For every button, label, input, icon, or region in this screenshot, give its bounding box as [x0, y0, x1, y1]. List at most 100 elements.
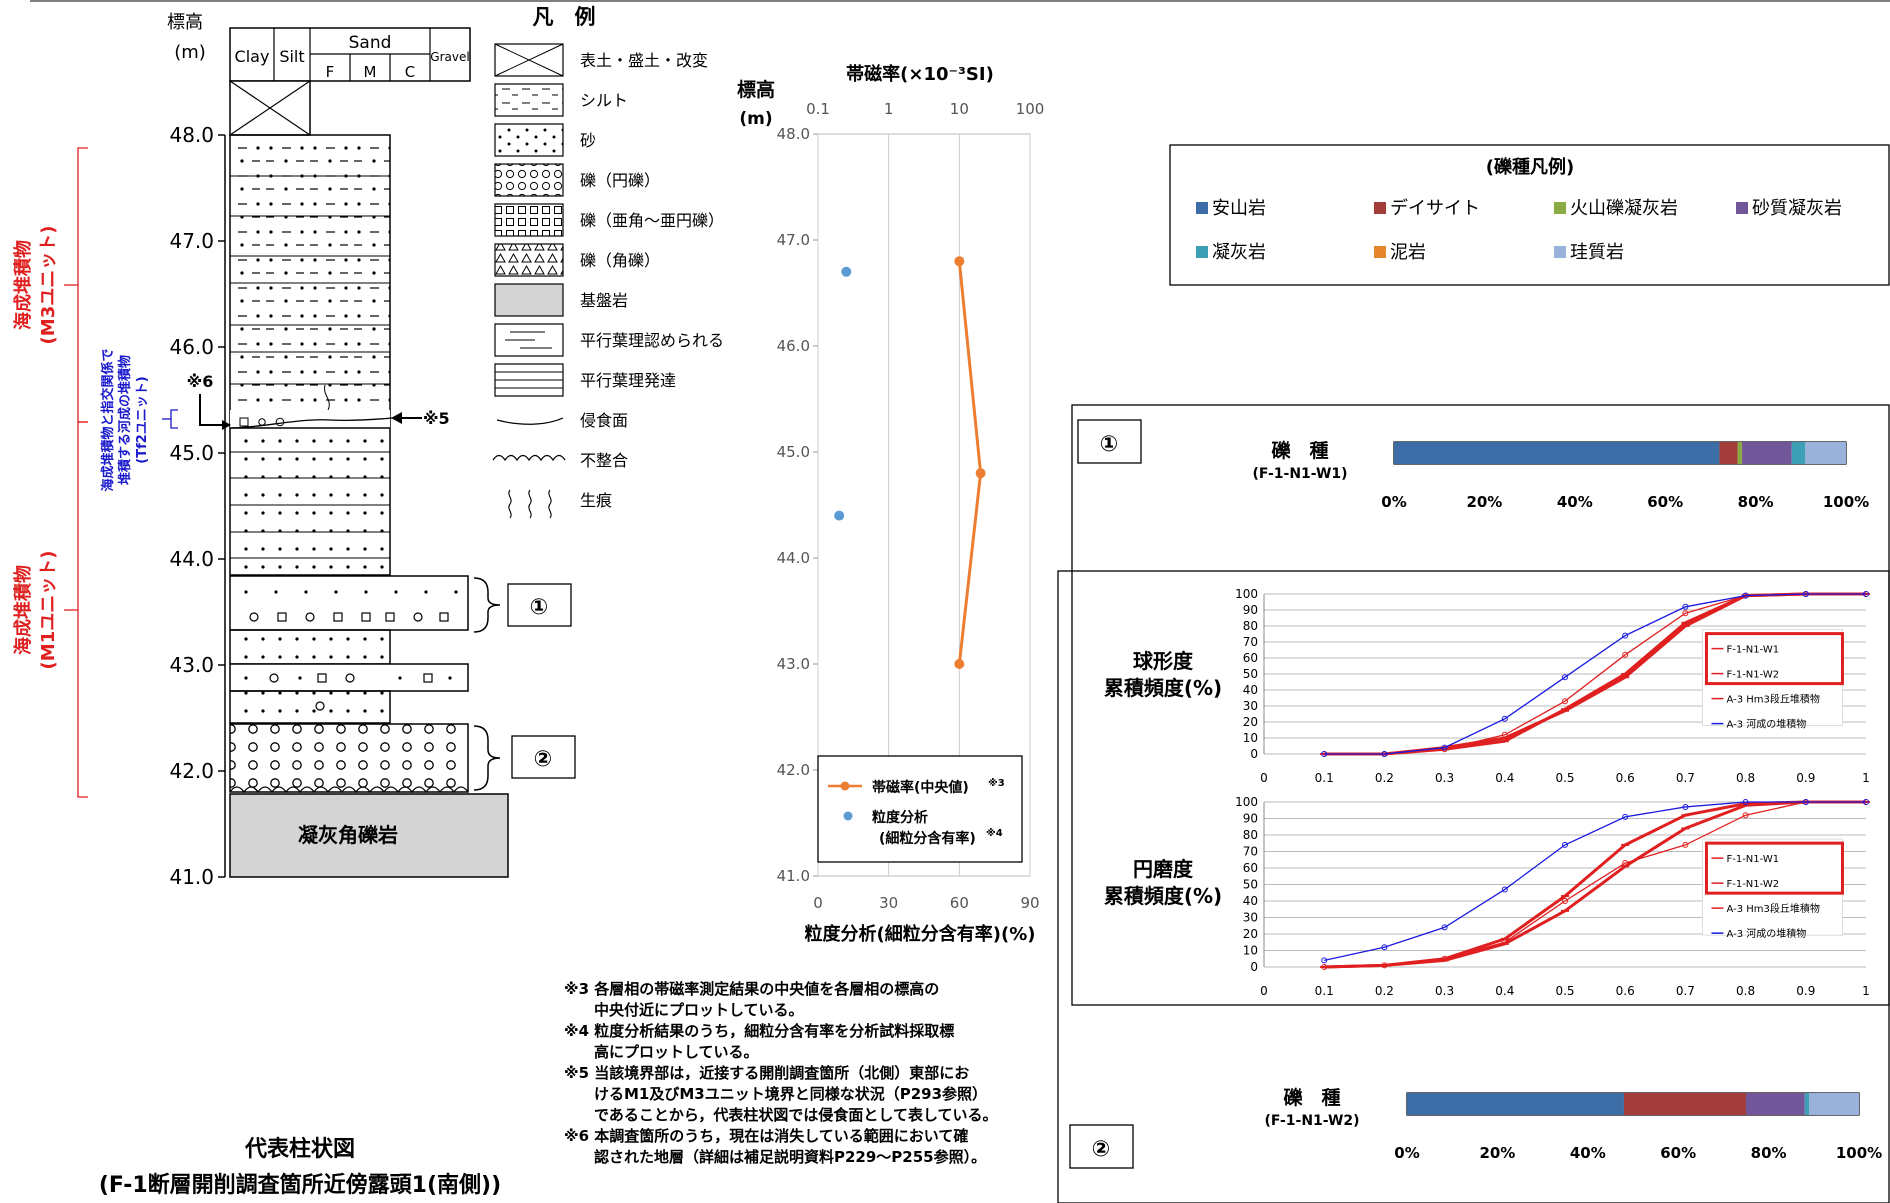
- cum-x-tick-label: 0.4: [1495, 984, 1514, 998]
- cum-legend-label: A-3 Hm3段丘堆積物: [1726, 693, 1819, 706]
- cum-legend-bg: [1701, 629, 1843, 727]
- cum-point: [1562, 698, 1568, 705]
- layer-m3-sand: [229, 134, 391, 428]
- cum-point: [1802, 591, 1809, 597]
- gravel-bar-segment: [1805, 442, 1846, 464]
- footnote-line: ※5 当該境界部は，近接する開削調査箇所（北側）東部にお: [564, 1064, 969, 1082]
- note6-arrow: [199, 394, 230, 426]
- header-c: C: [405, 63, 415, 81]
- unconformity: [229, 786, 469, 794]
- column-title-2: (F-1断層開削調査箇所近傍露頭1(南側)): [99, 1172, 501, 1198]
- footnote-line: 認された地層（詳細は補足説明資料P229～P255参照）。: [594, 1148, 986, 1166]
- legend-label: 礫（円礫）: [580, 171, 660, 190]
- m3-label-2: (M3ユニット): [38, 226, 59, 345]
- cum-point: [1381, 962, 1388, 969]
- cum-legend-label: A-3 Hm3段丘堆積物: [1726, 902, 1819, 915]
- cum-legend-label: A-3 河成の堆積物: [1726, 927, 1806, 940]
- m1-label-2: (M1ユニット): [38, 551, 59, 670]
- mag-x-tick-label: 100: [1016, 100, 1045, 118]
- mag-y-tick-label: 48.0: [777, 125, 810, 143]
- sample2-mark: ②: [534, 747, 553, 772]
- mag-point: [975, 468, 986, 479]
- elev-title: 標高: [167, 12, 203, 33]
- cum-x-tick-label: 0.3: [1435, 984, 1454, 998]
- cum-y-tick-label: 90: [1243, 603, 1258, 617]
- cum-legend-label: F-1-N1-W2: [1726, 879, 1779, 890]
- panel-2-marker: ②: [1092, 1137, 1111, 1162]
- cum-y-tick-label: 10: [1243, 944, 1258, 958]
- sample2-brace: [473, 725, 501, 791]
- mag-y-tick-label: 47.0: [777, 231, 810, 249]
- gravel-legend-swatch: [1196, 202, 1208, 214]
- grain-point: [834, 510, 845, 521]
- gravel-legend-title: (礫種凡例): [1486, 156, 1574, 178]
- layer-gravelly-sand-1: [229, 575, 469, 631]
- mag-x-tick-label: 0.1: [806, 100, 830, 118]
- mag-x-tick-label: 1: [884, 100, 894, 118]
- grain-x-tick-label: 30: [879, 894, 898, 912]
- mag-x-tick-label: 10: [950, 100, 969, 118]
- elev-tick-label: 45.0: [169, 441, 214, 465]
- gravel-legend-label: デイサイト: [1390, 198, 1480, 219]
- roundness-chart: 0 10 20 30 40 50 60 70 80 90 100 0 0.1 0.2 0.3 0.4 0.5 0.…: [1235, 795, 1870, 998]
- cum-point: [1863, 591, 1869, 597]
- m1-label-1: 海成堆積物: [12, 565, 34, 655]
- cum-y-tick-label: 0: [1250, 960, 1258, 974]
- mag-y-tick-label: 45.0: [777, 443, 810, 461]
- note6-marker: ※6: [187, 372, 214, 391]
- cum-point: [1381, 944, 1388, 951]
- layer-bedrock: [229, 793, 509, 878]
- gravel-bar-tick-label: 0%: [1394, 1144, 1419, 1162]
- gravel-legend-swatch: [1736, 202, 1748, 214]
- cum-point: [1863, 799, 1869, 805]
- panel-1-lower-frame: [1057, 570, 1890, 1203]
- grain-legend-label-2: (細粒分含有率): [879, 830, 976, 847]
- footnote-line: であることから，代表柱状図では侵食面として表している。: [594, 1106, 998, 1124]
- cum-point: [1742, 812, 1749, 819]
- gravel-bar-tick-label: 20%: [1466, 493, 1502, 511]
- gravel-bar-segment: [1742, 442, 1792, 464]
- cum-legend-highlight: [1704, 632, 1844, 686]
- gravel-legend-label: 安山岩: [1212, 198, 1266, 219]
- gravel-bar-tick-label: 60%: [1647, 493, 1683, 511]
- cum-point: [1562, 841, 1568, 848]
- w2-gravel-bar: 0% 20% 40% 60% 80% 100%: [1394, 1092, 1882, 1162]
- mag-series-line: [957, 261, 983, 665]
- gravel-legend-label: 珪質岩: [1570, 242, 1624, 263]
- cum-point: [1682, 803, 1689, 810]
- cum-x-tick-label: 1: [1862, 771, 1870, 785]
- legend-label: 礫（角礫）: [580, 251, 660, 270]
- gravel-bar-segment: [1394, 442, 1720, 464]
- column-title-1: 代表柱状図: [244, 1137, 355, 1162]
- cum-x-tick-label: 1: [1862, 984, 1870, 998]
- mag-point: [954, 659, 965, 669]
- legend-label: 礫（亜角～亜円礫）: [580, 211, 724, 230]
- legend-label: 基盤岩: [580, 291, 628, 310]
- cum-point: [1562, 898, 1568, 904]
- layer-sand-4: [229, 690, 391, 724]
- cum-series-line: [1324, 801, 1866, 968]
- cum-x-tick-label: 0.1: [1315, 771, 1334, 785]
- gravel-bar-tick-label: 100%: [1836, 1144, 1882, 1162]
- cum-point: [1501, 731, 1508, 738]
- gravel-bar-tick-label: 80%: [1751, 1144, 1787, 1162]
- roundness-label-2: 累積頻度(%): [1104, 884, 1222, 908]
- legend-title: 凡 例: [533, 5, 596, 29]
- gravel-legend-label: 凝灰岩: [1212, 242, 1266, 263]
- cum-point: [1562, 674, 1568, 681]
- erosion-surface: [229, 417, 393, 429]
- grain-point: [841, 266, 852, 277]
- gravel-bar-tick-label: 0%: [1381, 493, 1406, 511]
- elev-tick-label: 43.0: [169, 653, 214, 677]
- gravel-bar-tick-label: 100%: [1823, 493, 1869, 511]
- m1-bracket: [77, 421, 88, 798]
- cum-legend-label: F-1-N1-W1: [1726, 645, 1779, 656]
- legend-swatch-unconformity: [492, 454, 566, 462]
- footnote-line: ※3 各層相の帯磁率測定結果の中央値を各層相の標高の: [564, 980, 939, 998]
- legend-label: 表土・盛土・改変: [580, 51, 708, 70]
- cum-point: [1501, 886, 1508, 893]
- cum-x-tick-label: 0.7: [1676, 984, 1695, 998]
- bedrock-label: 凝灰角礫岩: [298, 823, 398, 847]
